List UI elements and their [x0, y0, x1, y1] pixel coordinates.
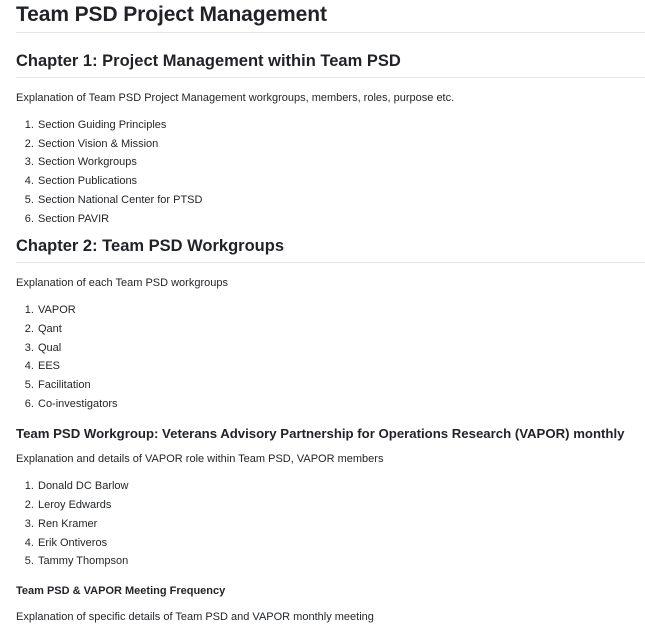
list-item: Section Workgroups — [37, 153, 645, 172]
list-item: VAPOR — [37, 301, 645, 320]
chapter-2-heading: Chapter 2: Team PSD Workgroups — [16, 236, 645, 264]
list-item: Co-investigators — [37, 395, 645, 414]
list-item: Qant — [37, 320, 645, 339]
chapter-2-intro: Explanation of each Team PSD workgroups — [16, 277, 228, 290]
list-item: Section Vision & Mission — [37, 135, 645, 154]
chapter-1-intro: Explanation of Team PSD Project Manageme… — [16, 92, 455, 104]
list-item: Section National Center for PTSD — [37, 191, 645, 210]
list-item: Tammy Thompson — [37, 552, 645, 571]
list-item: Leroy Edwards — [37, 496, 645, 515]
chapter-1-section-list: Section Guiding Principles Section Visio… — [16, 116, 645, 228]
list-item: Erik Ontiveros — [37, 534, 645, 553]
vapor-workgroup-heading: Team PSD Workgroup: Veterans Advisory Pa… — [16, 426, 625, 442]
page-title: Team PSD Project Management — [16, 0, 645, 33]
list-item: Facilitation — [37, 376, 645, 395]
document: Team PSD Project Management Chapter 1: P… — [16, 0, 645, 625]
list-item: Ren Kramer — [37, 515, 645, 534]
list-item: EES — [37, 357, 645, 376]
list-item: Donald DC Barlow — [37, 477, 645, 496]
list-item: Section PAVIR — [37, 210, 645, 229]
meeting-frequency-intro: Explanation of specific details of Team … — [16, 610, 374, 623]
chapter-1-heading: Chapter 1: Project Management within Tea… — [16, 51, 645, 78]
list-item: Qual — [37, 339, 645, 358]
workgroup-list: VAPOR Qant Qual EES Facilitation Co-inve… — [16, 301, 645, 413]
vapor-workgroup-intro: Explanation and details of VAPOR role wi… — [16, 453, 384, 466]
list-item: Section Guiding Principles — [37, 116, 645, 135]
vapor-member-list: Donald DC Barlow Leroy Edwards Ren Krame… — [16, 477, 645, 571]
meeting-frequency-heading: Team PSD & VAPOR Meeting Frequency — [16, 584, 226, 597]
list-item: Section Publications — [37, 172, 645, 191]
